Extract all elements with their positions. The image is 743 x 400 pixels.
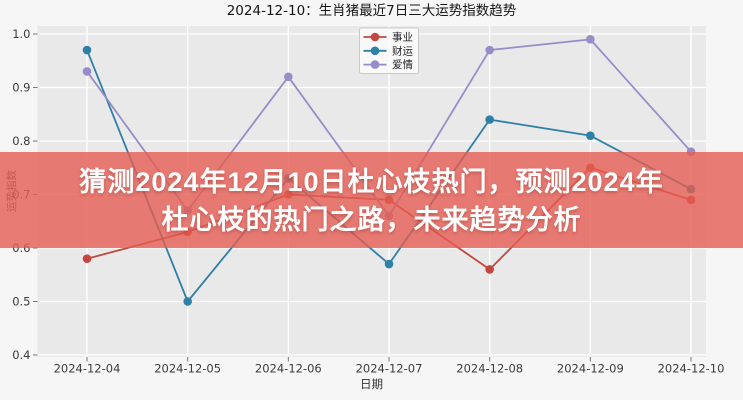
- overlay-banner: 猜测2024年12月10日杜心枝热门，预测2024年 杜心枝的热门之路，未来趋势…: [0, 152, 743, 248]
- y-tick-label: 0.9: [12, 80, 30, 94]
- data-point-2-5: [586, 35, 595, 44]
- legend-marker-dot: [370, 32, 380, 42]
- y-tick-label: 0.4: [12, 348, 30, 362]
- data-point-1-5: [586, 131, 595, 140]
- legend-marker-dot: [370, 46, 380, 56]
- banner-text-line1: 猜测2024年12月10日杜心枝热门，预测2024年: [79, 167, 664, 197]
- x-tick-label: 2024-12-07: [356, 362, 423, 376]
- x-tick-label: 2024-12-04: [54, 362, 121, 376]
- data-point-0-4: [485, 265, 494, 274]
- x-tick-label: 2024-12-08: [456, 362, 523, 376]
- y-tick-label: 0.8: [12, 134, 30, 148]
- data-point-0-0: [82, 254, 92, 263]
- legend-marker-dot: [370, 60, 380, 69]
- banner-text-line2: 杜心枝的热门之路，未来趋势分析: [161, 205, 582, 235]
- x-tick-label: 2024-12-10: [658, 362, 725, 376]
- x-tick-label: 2024-12-09: [557, 362, 624, 376]
- legend-label-2: 爱情: [392, 58, 413, 71]
- data-point-2-4: [485, 45, 494, 55]
- legend-label-0: 事业: [392, 31, 413, 44]
- data-point-2-0: [82, 67, 92, 76]
- data-point-1-0: [82, 45, 92, 55]
- x-tick-label: 2024-12-05: [154, 362, 221, 376]
- chart-title: 2024-12-10：生肖猪最近7日三大运势指数趋势: [227, 3, 517, 19]
- data-point-1-4: [485, 115, 494, 124]
- data-point-1-1: [183, 297, 192, 306]
- data-point-2-2: [284, 72, 293, 82]
- x-tick-label: 2024-12-06: [255, 362, 322, 376]
- legend-label-1: 财运: [392, 44, 413, 57]
- data-point-1-3: [384, 259, 394, 269]
- y-tick-label: 1.0: [12, 27, 30, 41]
- y-tick-label: 0.5: [12, 294, 30, 308]
- x-axis-label: 日期: [360, 377, 383, 391]
